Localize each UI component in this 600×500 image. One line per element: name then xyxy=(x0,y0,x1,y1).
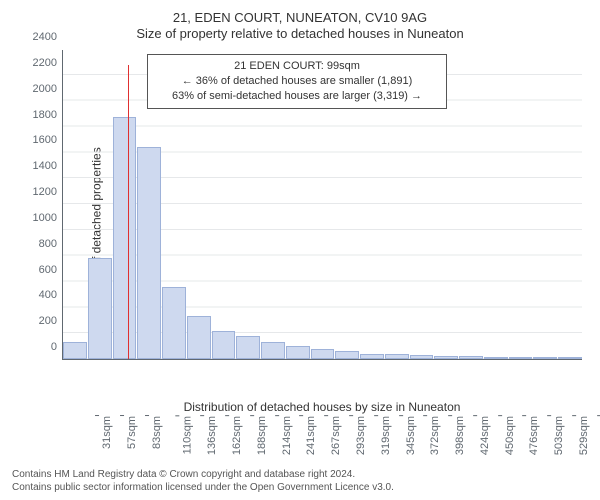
y-tick: 1800 xyxy=(33,109,63,121)
y-tick: 1200 xyxy=(33,186,63,198)
bar xyxy=(335,351,359,359)
x-tick: 476sqm xyxy=(528,416,540,455)
x-tick: 450sqm xyxy=(504,416,516,455)
y-tick: 800 xyxy=(39,238,63,250)
x-tick: 188sqm xyxy=(256,416,268,455)
bar xyxy=(212,331,236,359)
attribution-line: Contains public sector information licen… xyxy=(12,481,588,494)
bar xyxy=(187,316,211,359)
chart-area: Number of detached properties 21 EDEN CO… xyxy=(62,50,582,410)
bar xyxy=(236,336,260,359)
attribution-line: Contains HM Land Registry data © Crown c… xyxy=(12,468,588,481)
bar xyxy=(311,349,335,359)
chart-container: 21, EDEN COURT, NUNEATON, CV10 9AG Size … xyxy=(0,0,600,500)
chart-title: 21, EDEN COURT, NUNEATON, CV10 9AG xyxy=(0,0,600,25)
bar xyxy=(88,258,112,359)
bar xyxy=(459,356,483,359)
x-tick: 110sqm xyxy=(181,416,193,454)
x-tick: 345sqm xyxy=(405,416,417,455)
x-tick: 241sqm xyxy=(306,416,318,455)
bar xyxy=(360,354,384,359)
annotation-box: 21 EDEN COURT: 99sqm← 36% of detached ho… xyxy=(147,54,447,109)
y-tick: 200 xyxy=(39,315,63,327)
bar xyxy=(434,356,458,359)
bar xyxy=(509,357,533,359)
bar xyxy=(558,357,582,359)
bar xyxy=(113,117,137,359)
bar xyxy=(162,287,186,359)
bar xyxy=(63,342,87,359)
bar xyxy=(137,147,161,359)
y-tick: 2000 xyxy=(33,83,63,95)
x-tick: 136sqm xyxy=(207,416,219,455)
y-tick: 1600 xyxy=(33,134,63,146)
x-tick: 83sqm xyxy=(151,416,163,449)
y-tick: 1000 xyxy=(33,212,63,224)
annotation-line: 21 EDEN COURT: 99sqm xyxy=(156,59,438,74)
annotation-line: 63% of semi-detached houses are larger (… xyxy=(156,89,438,104)
bar xyxy=(261,342,285,359)
y-tick: 1400 xyxy=(33,160,63,172)
y-tick: 400 xyxy=(39,289,63,301)
x-tick: 424sqm xyxy=(479,416,491,455)
x-tick: 398sqm xyxy=(454,416,466,455)
y-tick: 2400 xyxy=(33,31,63,43)
bar xyxy=(410,355,434,359)
bar xyxy=(385,354,409,359)
x-tick: 267sqm xyxy=(330,416,342,455)
attribution-text: Contains HM Land Registry data © Crown c… xyxy=(12,468,588,494)
y-tick: 600 xyxy=(39,264,63,276)
x-axis-label: Distribution of detached houses by size … xyxy=(62,400,582,414)
x-tick: 57sqm xyxy=(126,416,138,449)
x-ticks: 31sqm 57sqm 83sqm 110sqm 136sqm 162sqm 188sqm 2… xyxy=(62,410,582,465)
x-tick: 529sqm xyxy=(578,416,590,455)
annotation-line: ← 36% of detached houses are smaller (1,… xyxy=(156,74,438,89)
x-tick: 162sqm xyxy=(231,416,243,455)
bar xyxy=(286,346,310,359)
x-tick: 214sqm xyxy=(281,416,293,455)
x-tick: 372sqm xyxy=(429,416,441,455)
chart-subtitle: Size of property relative to detached ho… xyxy=(0,25,600,47)
bar xyxy=(484,357,508,359)
property-marker-line xyxy=(128,65,129,360)
x-tick: 503sqm xyxy=(553,416,565,455)
bar xyxy=(533,357,557,359)
plot-region: 21 EDEN COURT: 99sqm← 36% of detached ho… xyxy=(62,50,582,360)
y-tick: 2200 xyxy=(33,57,63,69)
x-tick: 293sqm xyxy=(355,416,367,455)
x-tick: 31sqm xyxy=(101,416,113,449)
x-tick: 319sqm xyxy=(380,416,392,455)
y-tick: 0 xyxy=(51,341,63,353)
